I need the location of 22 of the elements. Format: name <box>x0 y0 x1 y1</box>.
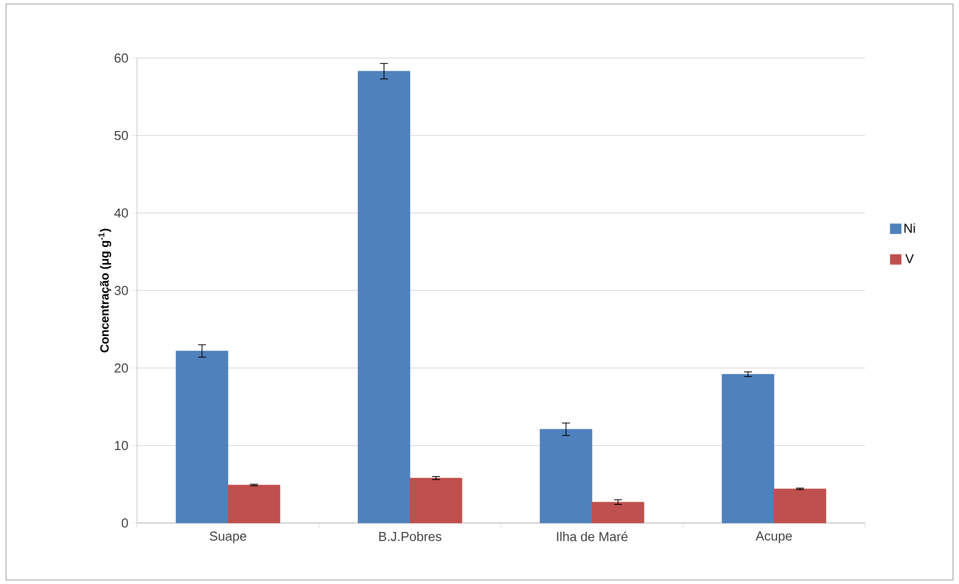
y-tick-label: 0 <box>122 518 128 528</box>
x-tick-label: B.J.Pobres <box>379 532 442 542</box>
legend-label: V <box>905 254 914 264</box>
text: Concentração (μg g$^{-1}$) <box>98 228 112 352</box>
y-tick-label: 60 <box>114 53 128 63</box>
bar <box>358 70 410 524</box>
x-tick-label: Suape <box>210 532 246 544</box>
y-tick-label: 20 <box>114 363 128 373</box>
x-tick-label: Acupe <box>756 532 792 544</box>
y-tick-label: 50 <box>114 130 128 140</box>
y-tick-label: 10 <box>115 440 128 450</box>
bar <box>540 429 592 524</box>
bar <box>176 350 228 524</box>
y-tick-label: 30 <box>114 286 128 296</box>
bar <box>410 478 462 524</box>
bar <box>774 488 826 524</box>
y-tick-label: 40 <box>114 208 128 218</box>
bar <box>592 502 644 524</box>
bar <box>722 374 774 524</box>
x-tick-label: Ilha de Maré <box>557 532 628 542</box>
bar <box>228 484 280 524</box>
legend-label: Ni <box>904 223 915 233</box>
